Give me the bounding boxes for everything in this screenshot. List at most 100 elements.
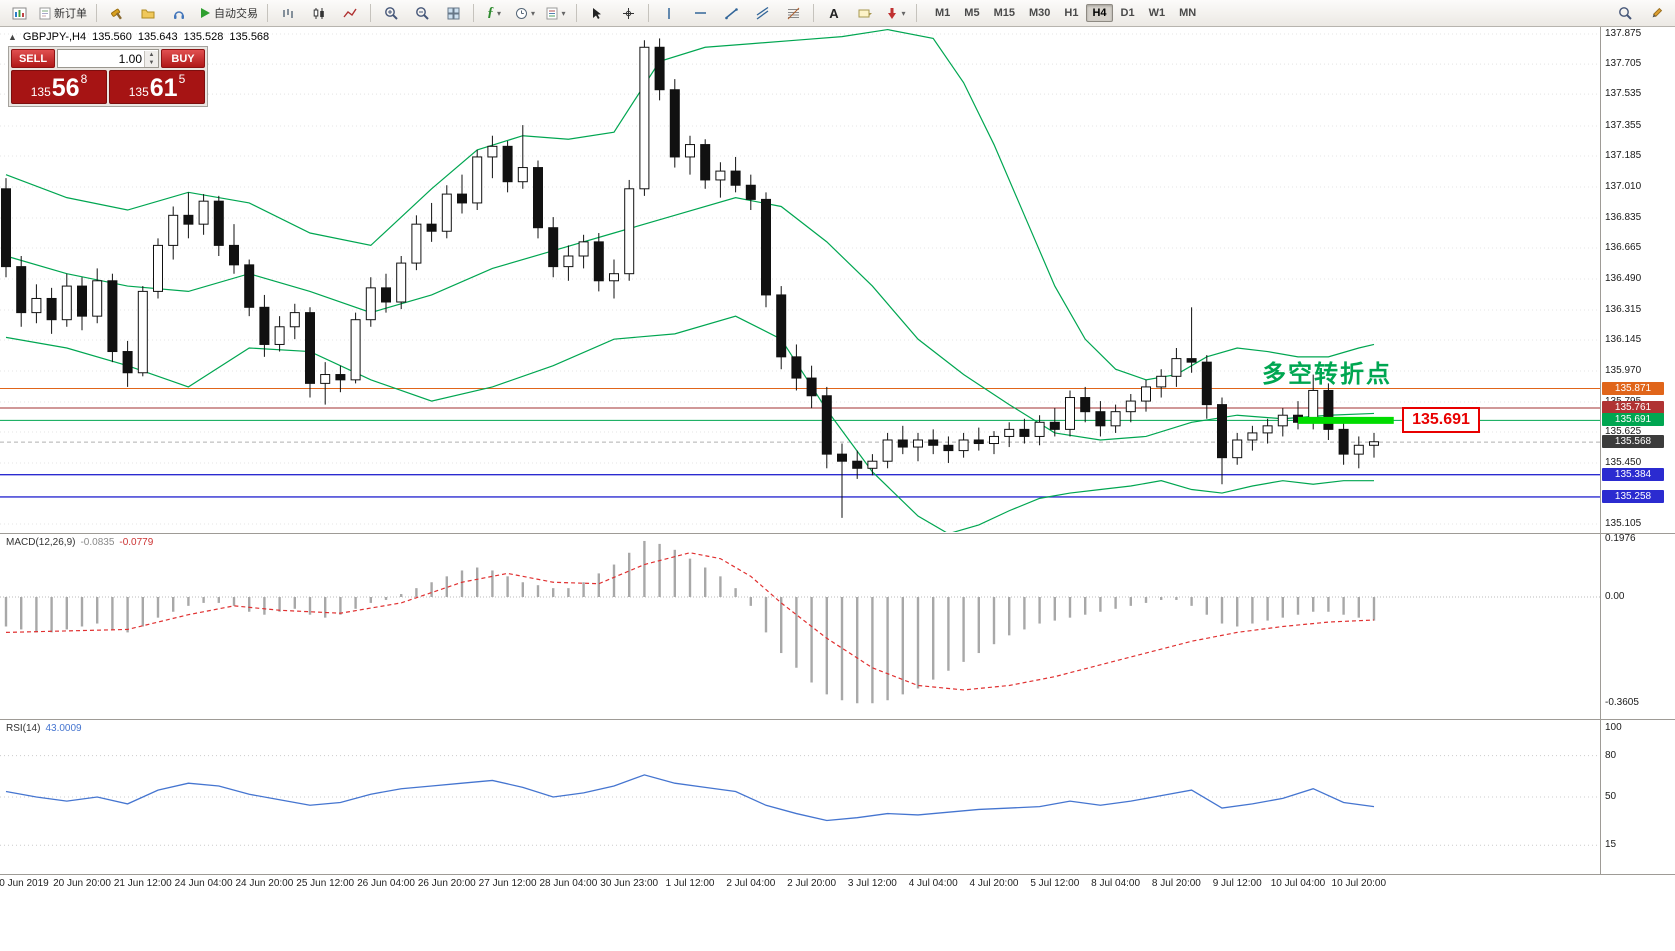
price-badge: 135.871 — [1602, 381, 1664, 395]
timeframe-h1[interactable]: H1 — [1064, 7, 1079, 19]
play-icon — [201, 8, 210, 18]
timeframe-h4[interactable]: H4 — [1086, 4, 1113, 22]
panel-separator-macd[interactable] — [0, 533, 1675, 534]
edit-button[interactable] — [1641, 1, 1671, 25]
macd-label: MACD(12,26,9) -0.0835 -0.0779 — [6, 537, 153, 548]
price-badge: 135.761 — [1602, 400, 1664, 414]
search-button[interactable] — [1610, 1, 1640, 25]
price-scale-label: 137.535 — [1605, 88, 1642, 100]
time-label: 5 Jul 12:00 — [1030, 878, 1080, 889]
timeframe-m15[interactable]: M15 — [993, 7, 1015, 19]
chevron-down-icon: ▾ — [561, 8, 566, 18]
timeframe-w1[interactable]: W1 — [1148, 7, 1166, 19]
autotrading-button[interactable]: 自动交易 — [195, 1, 262, 25]
turning-point-annotation[interactable]: 多空转折点 — [1262, 361, 1392, 388]
vertical-line-tool-button[interactable] — [654, 1, 684, 25]
channel-tool-button[interactable] — [747, 1, 777, 25]
folder-icon — [141, 9, 155, 19]
time-label: 30 Jun 23:00 — [600, 878, 659, 889]
arrows-tool-button[interactable]: ▾ — [881, 1, 911, 25]
panel-separator-rsi[interactable] — [0, 719, 1675, 720]
profiles-button[interactable] — [133, 1, 163, 25]
sell-button[interactable]: SELL — [11, 49, 55, 68]
toolbar-separator — [813, 4, 814, 22]
horizontal-line-tool-button[interactable] — [685, 1, 715, 25]
one-click-collapse-icon[interactable]: ▲ — [8, 32, 17, 42]
template-icon — [546, 7, 558, 19]
price-scale-label: 136.490 — [1605, 273, 1642, 284]
rsi-scale-label: 100 — [1605, 722, 1622, 733]
timeframe-m5[interactable]: M5 — [964, 7, 980, 19]
toolbar-separator — [267, 4, 268, 22]
templates-button[interactable]: ▾ — [541, 1, 571, 25]
zoom-out-button[interactable] — [407, 1, 437, 25]
candlestick-mode-button[interactable] — [304, 1, 334, 25]
periods-button[interactable]: ▾ — [510, 1, 540, 25]
text-icon: A — [829, 5, 839, 21]
time-label: 20 Jun 20:00 — [53, 878, 111, 889]
ohlc-open: 135.560 — [92, 31, 132, 43]
rsi-scale-label: 80 — [1605, 749, 1617, 761]
text-tool-button[interactable]: A — [819, 1, 849, 25]
price-scale-label: 135.105 — [1605, 518, 1642, 529]
volume-input[interactable] — [58, 51, 144, 66]
time-label: 24 Jun 20:00 — [235, 878, 294, 889]
price-label-annotation[interactable]: 135.691 — [1402, 407, 1480, 433]
price-scale-label: 137.355 — [1605, 119, 1642, 131]
sell-price-sup: 8 — [80, 72, 88, 86]
price-scale-label: 137.010 — [1605, 181, 1642, 193]
fibonacci-tool-button[interactable] — [778, 1, 808, 25]
zoom-in-button[interactable] — [376, 1, 406, 25]
volume-down-icon[interactable]: ▼ — [145, 58, 158, 67]
chevron-down-icon: ▾ — [530, 8, 535, 18]
time-label: 27 Jun 12:00 — [478, 878, 537, 889]
timeframe-d1[interactable]: D1 — [1120, 7, 1135, 19]
rsi-label: RSI(14) 43.0009 — [6, 723, 82, 734]
autotrading-label: 自动交易 — [214, 8, 258, 20]
toolbar-separator — [916, 4, 917, 22]
tile-windows-button[interactable] — [438, 1, 468, 25]
text-label-tool-button[interactable] — [850, 1, 880, 25]
sounds-button[interactable] — [164, 1, 194, 25]
time-label: 8 Jul 04:00 — [1091, 878, 1141, 889]
toolbar-separator — [473, 4, 474, 22]
rsi-name: RSI(14) — [6, 723, 41, 734]
market-watch-button[interactable] — [102, 1, 132, 25]
new-order-button[interactable]: 新订单 — [35, 1, 91, 25]
price-scale[interactable]: 137.875 137.705 137.535 137.355 137.185 137.0… — [1601, 0, 1675, 951]
timeframe-m1[interactable]: M1 — [935, 7, 951, 19]
line-chart-mode-button[interactable] — [335, 1, 365, 25]
panel-separator-timeaxis — [0, 874, 1675, 875]
line-chart-icon — [343, 8, 357, 17]
price-scale-label: 136.315 — [1605, 303, 1642, 315]
indicators-button[interactable]: ƒ ▾ — [479, 1, 509, 25]
crosshair-tool-button[interactable] — [613, 1, 643, 25]
cursor-tool-button[interactable] — [582, 1, 612, 25]
toolbar-separator — [96, 4, 97, 22]
time-label: 1 Jul 12:00 — [665, 878, 715, 889]
tile-windows-icon — [447, 7, 459, 19]
buy-price-button[interactable]: 135 61 5 — [109, 70, 205, 104]
price-scale-separator — [1600, 27, 1601, 874]
volume-spinner[interactable]: ▲ ▼ — [144, 50, 158, 67]
sell-price-button[interactable]: 135 56 8 — [11, 70, 107, 104]
bar-chart-mode-button[interactable] — [273, 1, 303, 25]
trendline-icon — [724, 7, 738, 19]
volume-up-icon[interactable]: ▲ — [145, 50, 158, 59]
buy-button[interactable]: BUY — [161, 49, 205, 68]
macd-scale-label: -0.3605 — [1605, 697, 1639, 709]
new-chart-button[interactable] — [4, 1, 34, 25]
time-label: 10 Jul 04:00 — [1270, 878, 1326, 889]
price-scale-label: 137.875 — [1605, 28, 1642, 39]
timeframe-m30[interactable]: M30 — [1028, 7, 1051, 19]
price-badge: 135.384 — [1602, 467, 1664, 481]
sell-price-big: 56 — [51, 74, 80, 102]
volume-field[interactable]: ▲ ▼ — [57, 49, 159, 68]
timeframe-mn[interactable]: MN — [1179, 7, 1197, 19]
ohlc-high: 135.643 — [137, 31, 178, 43]
time-label: 2 Jul 04:00 — [726, 878, 776, 889]
trendline-tool-button[interactable] — [716, 1, 746, 25]
